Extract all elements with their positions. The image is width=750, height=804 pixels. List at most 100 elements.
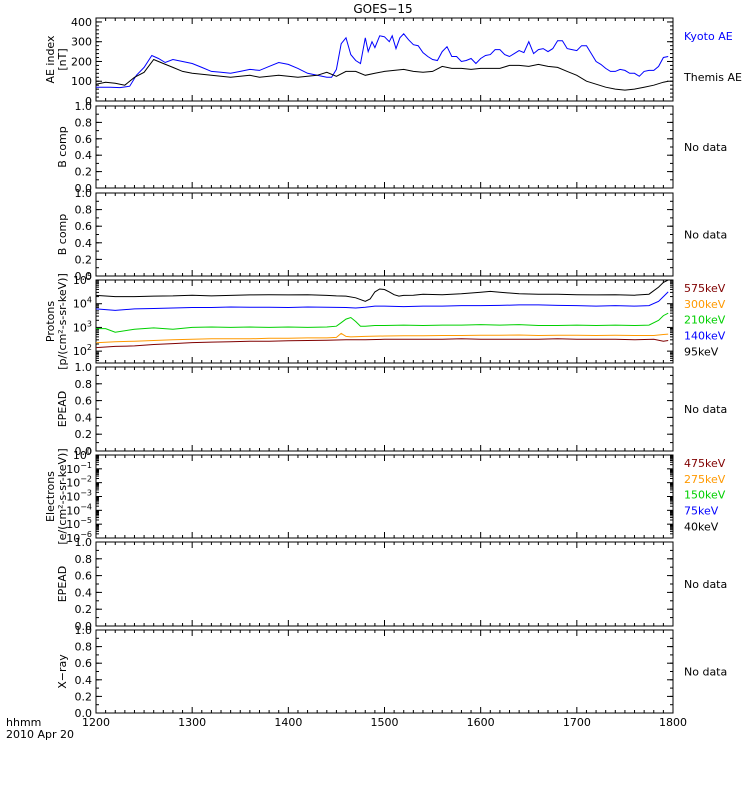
panel-frame [95, 17, 674, 102]
legend-575keV: 575keV [684, 282, 726, 295]
no-data-label: No data [684, 578, 727, 591]
legend-300keV: 300keV [684, 298, 726, 311]
y-tick-label: 10−3 [66, 489, 92, 504]
y-tick-label: 0.2 [75, 603, 93, 616]
panel-epead1: 0.0 0.2 0.4 0.6 0.8 1.0 EPEAD No data [56, 361, 727, 458]
no-data-label: No data [684, 229, 727, 242]
panel-frame [95, 629, 674, 714]
y-axis-label: AE index [44, 35, 57, 84]
y-tick-label: 0.4 [75, 149, 93, 162]
panel-ae: 0 100 200 300 400 AE index [nT] Kyoto AE Themis … [44, 16, 742, 108]
y-tick-label: 100 [73, 447, 92, 462]
series-line-kyoto-ae [96, 33, 669, 89]
series-line-themis-ae [96, 58, 669, 91]
y-tick-label: 10−1 [66, 461, 92, 476]
y-tick-label: 102 [73, 343, 92, 358]
panel-frame [95, 366, 674, 452]
panel-frame [95, 105, 674, 189]
y-tick-label: 103 [73, 319, 92, 334]
legend-140keV: 140keV [684, 330, 726, 343]
no-data-label: No data [684, 403, 727, 416]
y-tick-label: 0.8 [75, 204, 93, 217]
y-tick-label: 10−2 [66, 475, 92, 490]
no-data-label: No data [684, 666, 727, 679]
panel-frame [95, 279, 674, 364]
plot-title: GOES−15 [353, 2, 412, 16]
date-corner-label: 2010 Apr 20 [6, 728, 74, 741]
legend-475keV: 475keV [684, 457, 726, 470]
y-tick-label: 0.6 [75, 570, 93, 583]
legend-kyoto-ae: Kyoto AE [684, 30, 733, 43]
x-tick-label: 1300 [178, 716, 206, 729]
time-corner-label: hhmm [6, 716, 41, 729]
y-tick-label: 0.6 [75, 395, 93, 408]
y-axis-label: EPEAD [56, 391, 69, 428]
y-tick-label: 1.0 [75, 536, 93, 549]
panel-frame [95, 541, 674, 627]
y-tick-label: 105 [73, 272, 92, 287]
panel-frame [95, 454, 674, 539]
series-line-140kev [96, 291, 669, 311]
y-tick-label: 1.0 [75, 624, 93, 637]
legend-75keV: 75keV [684, 505, 719, 518]
no-data-label: No data [684, 141, 727, 154]
y-tick-label: 0.0 [75, 620, 93, 633]
panel-bcomp1: 0.0 0.2 0.4 0.6 0.8 1.0 B comp No data [56, 100, 727, 195]
series-line-475kev [96, 338, 669, 349]
legend-150keV: 150keV [684, 489, 726, 502]
panel-frame [95, 192, 674, 277]
x-tick-label: 1800 [659, 716, 687, 729]
panel-bcomp2: 0.0 0.2 0.4 0.6 0.8 1.0 B comp No data [56, 187, 727, 283]
panels: 0 100 200 300 400 AE index [nT] Kyoto AE Themis … [44, 16, 742, 729]
y-tick-label: 0.2 [75, 690, 93, 703]
y-tick-label: 400 [71, 16, 92, 29]
x-tick-label: 1400 [274, 716, 302, 729]
y-tick-label: 10−4 [66, 502, 92, 517]
panel-xray: 0.0 0.2 0.4 0.6 0.8 1.0 X−ray No data [56, 624, 727, 720]
y-axis-label: B comp [56, 214, 69, 256]
y-axis-label: [nT] [56, 48, 69, 70]
x-tick-label: 1700 [563, 716, 591, 729]
y-tick-label: 0.0 [75, 182, 93, 195]
series-line-300kev [96, 332, 669, 344]
y-tick-label: 0.4 [75, 237, 93, 250]
y-tick-label: 0.6 [75, 133, 93, 146]
y-tick-label: 10−6 [66, 530, 92, 545]
y-tick-label: 0.8 [75, 553, 93, 566]
y-tick-label: 0.4 [75, 586, 93, 599]
y-axis-label: [p/(cm²-s-sr-keV)] [56, 273, 69, 370]
legend-40keV: 40keV [684, 520, 719, 533]
legend-275keV: 275keV [684, 473, 726, 486]
y-tick-label: 200 [71, 55, 92, 68]
y-tick-label: 300 [71, 36, 92, 49]
y-tick-label: 0.2 [75, 428, 93, 441]
y-tick-label: 0.2 [75, 166, 93, 179]
y-tick-label: 0 [85, 95, 92, 108]
y-axis-label: Electrons [44, 471, 57, 522]
panel-protons: 102 103 104 105 Protons [p/(cm²-s-sr-keV)] 575… [44, 272, 726, 370]
y-axis-label: [e/(cm²-s-sr-keV)] [56, 448, 69, 544]
y-tick-label: 0.6 [75, 657, 93, 670]
y-tick-label: 1.0 [75, 100, 93, 113]
y-tick-label: 0.0 [75, 270, 93, 283]
x-tick-label: 1600 [467, 716, 495, 729]
series-line-210kev [96, 312, 669, 333]
y-tick-label: 0.0 [75, 445, 93, 458]
y-axis-label: EPEAD [56, 566, 69, 603]
legend-210keV: 210keV [684, 314, 726, 327]
y-tick-label: 0.6 [75, 220, 93, 233]
y-tick-label: 10−5 [66, 516, 92, 531]
y-tick-label: 0.4 [75, 674, 93, 687]
series-line-95kev [96, 280, 669, 302]
y-tick-label: 0.2 [75, 253, 93, 266]
y-tick-label: 0.8 [75, 378, 93, 391]
panel-epead2: 0.0 0.2 0.4 0.6 0.8 1.0 EPEAD No data [56, 536, 727, 633]
y-axis-label: Protons [44, 301, 57, 342]
y-tick-label: 1.0 [75, 361, 93, 374]
x-tick-label: 1200 [82, 716, 110, 729]
legend-themis-ae: Themis AE [683, 71, 742, 84]
y-tick-label: 0.4 [75, 411, 93, 424]
